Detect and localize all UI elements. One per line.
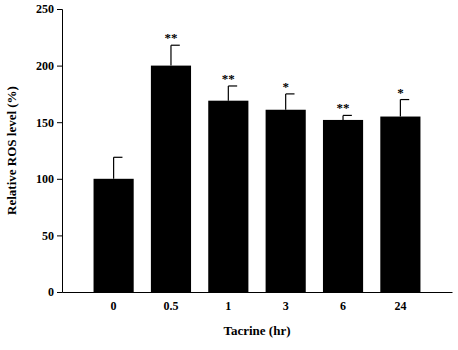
bar [151,66,191,292]
y-tick-mark [57,122,62,123]
x-tick: 3 [283,292,289,313]
y-tick-mark [57,179,62,180]
bar [266,110,306,292]
significance-label: * [282,79,289,94]
error-line [342,115,343,120]
x-axis-line [63,292,453,293]
x-tick-label: 0.5 [163,299,178,313]
y-axis-line [57,10,63,293]
x-axis-title: Tacrine (hr) [223,323,290,338]
y-tick-label: 50 [42,229,54,243]
error-line [285,94,286,110]
error-bar [114,157,123,179]
y-tick: 100 [36,172,62,186]
error-bar [343,115,352,120]
error-line [113,157,114,179]
significance-label: ** [222,71,235,86]
y-tick-label: 150 [36,116,54,130]
bar [208,101,248,292]
x-tick: 24 [394,292,406,313]
y-axis: 0 50 100 150 200 250 [36,2,63,299]
x-tick-label: 6 [340,299,346,313]
error-bar [286,94,295,110]
x-tick-label: 0 [111,299,117,313]
error-bar [400,100,409,117]
bar [323,120,363,292]
y-tick-mark [57,235,62,236]
plot: ********05010015020025000.513624 [36,2,453,312]
y-tick: 200 [36,59,62,73]
x-axis: 0 0.5 1 3 6 24 [63,292,453,313]
error-line [400,100,401,117]
x-tick-label: 24 [394,299,406,313]
y-tick-mark [57,292,62,293]
y-tick-label: 250 [36,2,54,16]
y-axis-title: Relative ROS level (%) [4,86,19,215]
y-tick-mark [57,9,62,10]
y-tick: 0 [48,285,62,299]
x-tick-label: 1 [225,299,231,313]
y-tick-mark [57,66,62,67]
y-tick-label: 100 [36,172,54,186]
x-tick-label: 3 [283,299,289,313]
x-tick: 1 [225,292,231,313]
y-tick-label: 0 [48,285,54,299]
bar [380,117,420,292]
bars [94,45,421,292]
x-tick: 0 [111,292,117,313]
x-tick: 6 [340,292,346,313]
error-line [170,45,171,65]
error-bar [171,45,180,65]
y-tick-label: 200 [36,59,54,73]
y-tick: 50 [42,229,62,243]
chart: ********05010015020025000.513624Tacrine … [0,0,458,350]
x-tick: 0.5 [163,292,178,313]
y-tick: 150 [36,116,62,130]
error-line [228,86,229,101]
significance-label: ** [164,30,177,45]
significance-label: ** [337,100,350,115]
y-tick: 250 [36,2,62,16]
error-cap [114,157,123,158]
error-bar [228,86,237,101]
significance-label: * [397,85,404,100]
bar [94,179,134,292]
